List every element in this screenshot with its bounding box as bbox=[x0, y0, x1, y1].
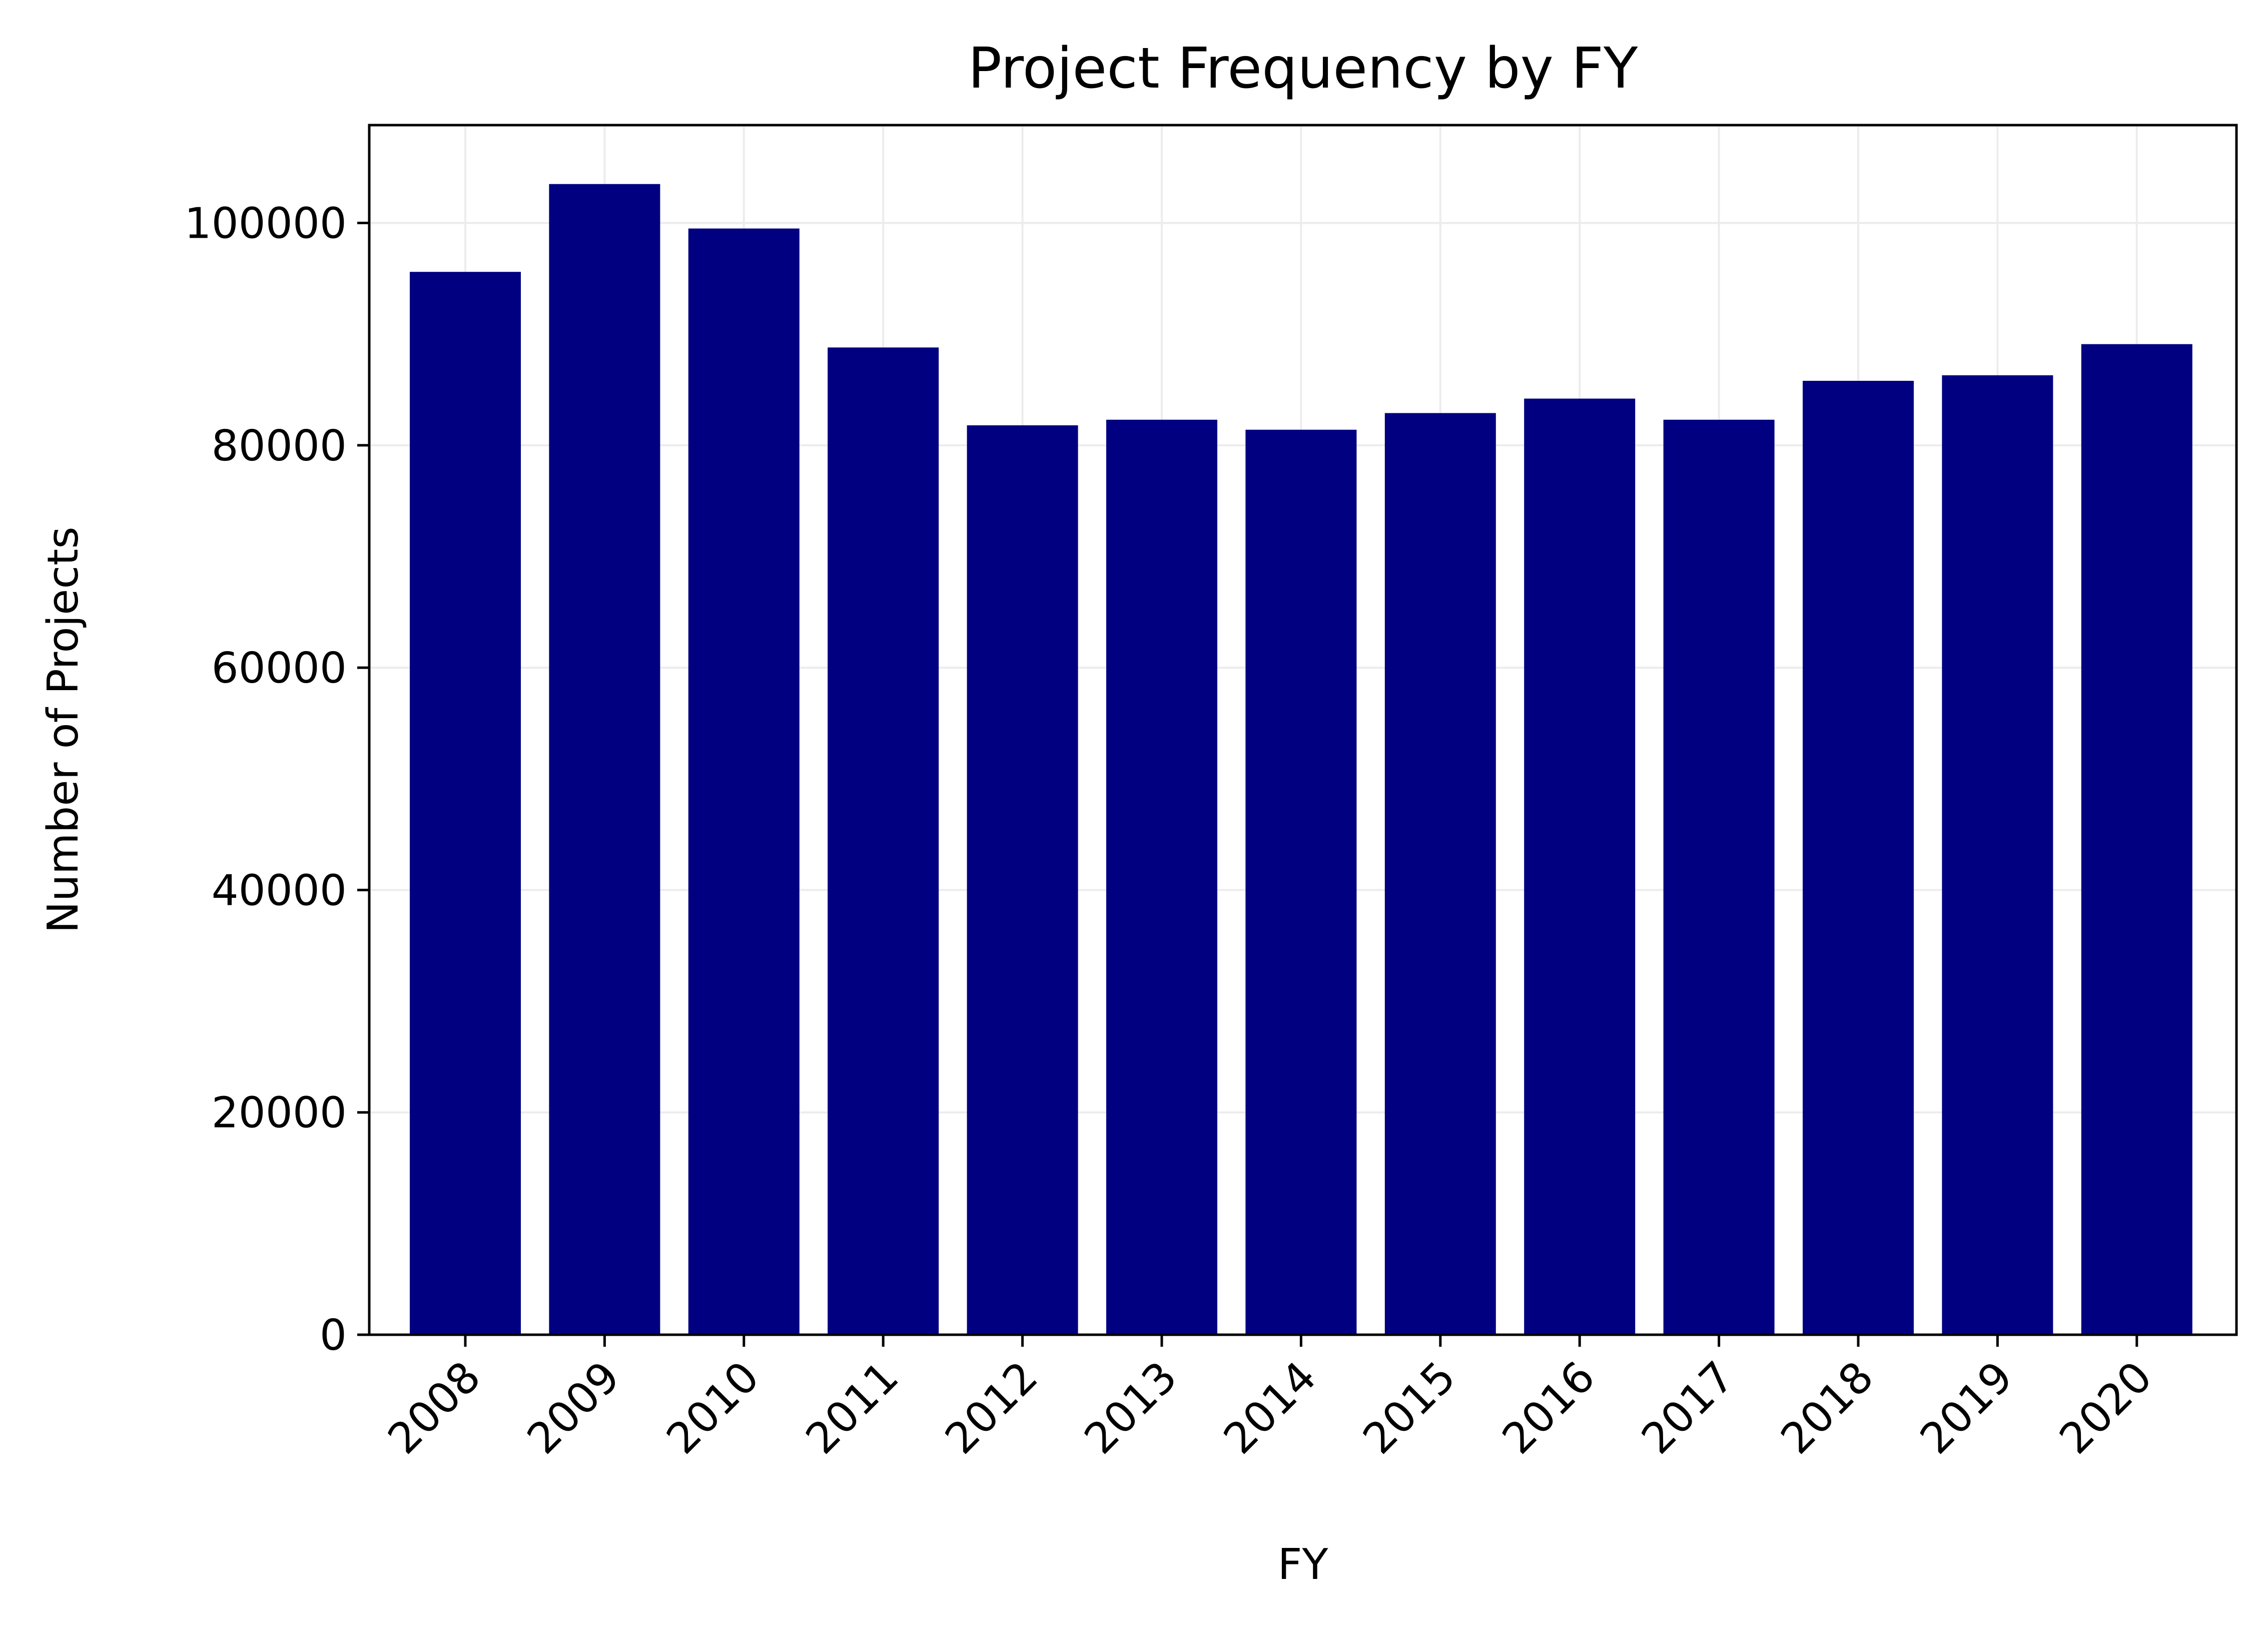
bar-2015 bbox=[1384, 413, 1496, 1335]
bar-2013 bbox=[1106, 419, 1217, 1335]
bar-2018 bbox=[1803, 380, 1914, 1335]
bar-2019 bbox=[1942, 375, 2053, 1335]
bar-2010 bbox=[688, 228, 800, 1335]
bar-2014 bbox=[1245, 429, 1357, 1335]
bar-2016 bbox=[1524, 398, 1636, 1335]
y-tick-label: 20000 bbox=[212, 1089, 347, 1138]
y-tick-label: 60000 bbox=[212, 644, 347, 693]
chart-title: Project Frequency by FY bbox=[968, 36, 1638, 101]
bar-2020 bbox=[2081, 344, 2192, 1335]
bar-2012 bbox=[967, 425, 1078, 1335]
plot-frame bbox=[368, 124, 2238, 1336]
y-tick-label: 100000 bbox=[185, 199, 347, 248]
bar-2009 bbox=[549, 184, 660, 1335]
y-tick-label: 0 bbox=[320, 1311, 347, 1360]
y-axis-ticks: 0 20000 40000 60000 80000 100000 bbox=[185, 199, 369, 1360]
x-axis-label: FY bbox=[1278, 1540, 1329, 1589]
y-axis-label: Number of Projects bbox=[39, 526, 88, 933]
bars bbox=[410, 184, 2192, 1335]
y-tick-label: 40000 bbox=[212, 866, 347, 915]
bar-2017 bbox=[1663, 419, 1775, 1335]
y-tick-label: 80000 bbox=[212, 421, 347, 471]
bar-2008 bbox=[410, 272, 521, 1335]
bar-2011 bbox=[828, 347, 939, 1335]
